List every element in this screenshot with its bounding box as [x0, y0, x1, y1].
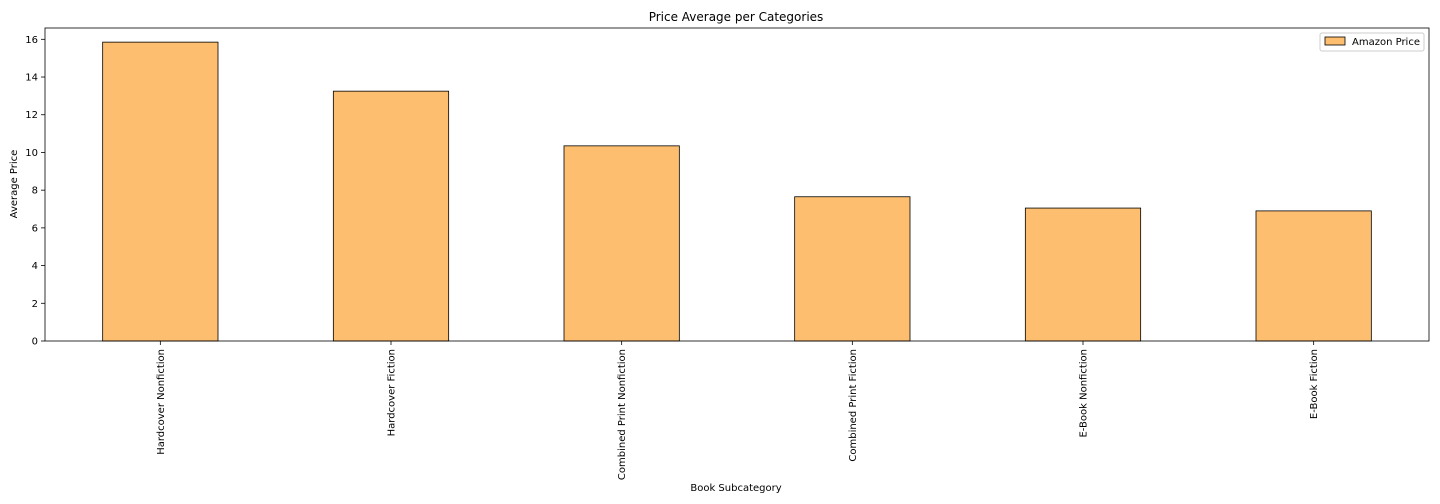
x-tick-label: E-Book Nonfiction — [1079, 349, 1090, 438]
legend-swatch-amazon-price — [1324, 36, 1346, 46]
y-tick-label: 14 — [25, 73, 38, 84]
plot-area: Hardcover Nonfiction Hardcover Fiction Com… — [25, 27, 1430, 480]
x-tick-label: Hardcover Fiction — [387, 349, 398, 436]
bar-hardcover-fiction — [332, 90, 450, 342]
legend: Amazon Price — [1319, 32, 1425, 52]
x-tick-label: E-Book Fiction — [1309, 349, 1320, 419]
bar-combined-print-nonfiction — [563, 145, 680, 342]
x-tick-label: Combined Print Nonfiction — [617, 349, 628, 480]
x-tick-label: Hardcover Nonfiction — [156, 349, 167, 455]
y-tick-label: 12 — [25, 110, 38, 121]
y-tick-label: 0 — [32, 337, 38, 348]
axes-frame — [44, 27, 1430, 342]
y-tick-label: 8 — [32, 186, 38, 197]
x-tick-label: Combined Print Fiction — [848, 349, 859, 462]
y-tick-label: 16 — [25, 35, 38, 46]
bar-hardcover-nonfiction — [102, 41, 219, 342]
chart-title: Price Average per Categories — [649, 10, 824, 24]
y-tick-label: 6 — [32, 223, 38, 234]
x-axis-title: Book Subcategory — [690, 483, 781, 494]
y-tick-label: 10 — [25, 148, 38, 159]
y-axis-title: Average Price — [9, 150, 20, 219]
legend-box — [1319, 32, 1425, 52]
bar-e-book-fiction — [1255, 210, 1372, 342]
legend-label-amazon-price: Amazon Price — [1352, 37, 1420, 48]
bar-combined-print-fiction — [794, 196, 911, 342]
bar-e-book-nonfiction — [1024, 207, 1142, 342]
y-tick-label: 4 — [32, 261, 38, 272]
y-tick-label: 2 — [32, 299, 38, 310]
